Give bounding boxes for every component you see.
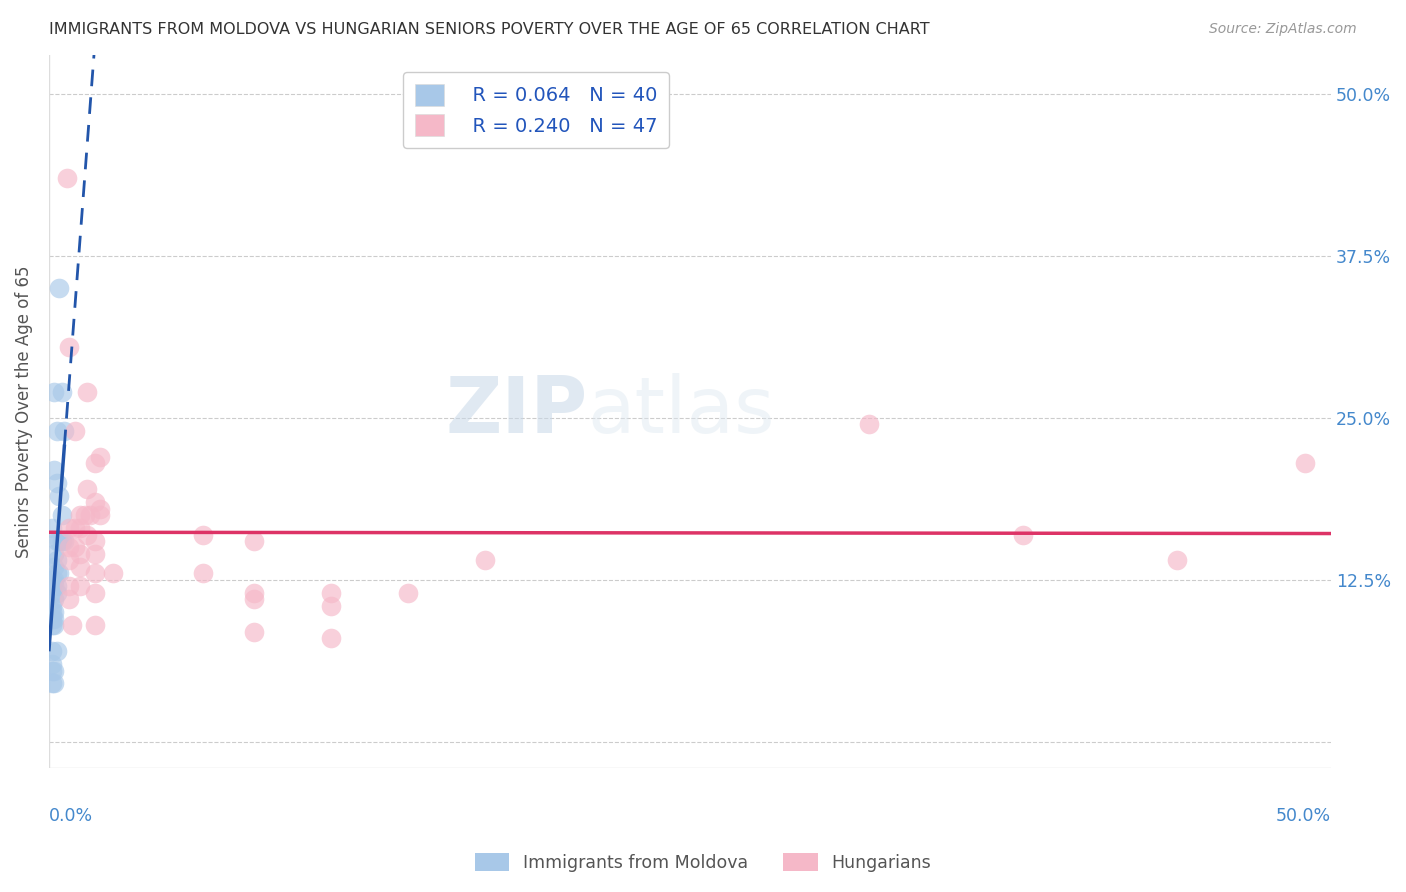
Point — [42, 618, 65, 632]
Point — [319, 586, 342, 600]
Point — [48, 281, 70, 295]
Point — [45, 475, 67, 490]
Point — [42, 612, 65, 626]
Point — [69, 547, 91, 561]
Point — [243, 592, 266, 607]
Point — [63, 521, 86, 535]
Point — [89, 450, 111, 464]
Point — [42, 573, 65, 587]
Point — [73, 508, 96, 522]
Point — [41, 521, 63, 535]
Point — [53, 533, 76, 548]
Point — [69, 560, 91, 574]
Point — [41, 605, 63, 619]
Point — [89, 508, 111, 522]
Point — [41, 573, 63, 587]
Point — [42, 547, 65, 561]
Point — [45, 566, 67, 581]
Point — [191, 527, 214, 541]
Point — [51, 384, 73, 399]
Point — [45, 424, 67, 438]
Point — [45, 644, 67, 658]
Text: 50.0%: 50.0% — [1275, 807, 1331, 825]
Point — [84, 495, 107, 509]
Point — [1166, 553, 1188, 567]
Point — [58, 592, 80, 607]
Point — [45, 553, 67, 567]
Point — [319, 599, 342, 613]
Point — [76, 482, 98, 496]
Point — [69, 521, 91, 535]
Point — [48, 566, 70, 581]
Point — [474, 553, 496, 567]
Point — [42, 384, 65, 399]
Point — [1294, 456, 1316, 470]
Point — [79, 508, 101, 522]
Point — [191, 566, 214, 581]
Point — [42, 579, 65, 593]
Text: ZIP: ZIP — [446, 374, 588, 450]
Legend:   R = 0.064   N = 40,   R = 0.240   N = 47: R = 0.064 N = 40, R = 0.240 N = 47 — [404, 72, 669, 148]
Point — [58, 541, 80, 555]
Point — [84, 618, 107, 632]
Point — [84, 586, 107, 600]
Point — [45, 586, 67, 600]
Point — [41, 618, 63, 632]
Point — [84, 456, 107, 470]
Point — [41, 586, 63, 600]
Point — [51, 533, 73, 548]
Point — [84, 533, 107, 548]
Point — [51, 508, 73, 522]
Point — [41, 599, 63, 613]
Point — [243, 533, 266, 548]
Point — [58, 521, 80, 535]
Point — [84, 566, 107, 581]
Text: Source: ZipAtlas.com: Source: ZipAtlas.com — [1209, 22, 1357, 37]
Point — [76, 384, 98, 399]
Text: 0.0%: 0.0% — [49, 807, 93, 825]
Point — [48, 533, 70, 548]
Point — [69, 579, 91, 593]
Text: IMMIGRANTS FROM MOLDOVA VS HUNGARIAN SENIORS POVERTY OVER THE AGE OF 65 CORRELAT: IMMIGRANTS FROM MOLDOVA VS HUNGARIAN SEN… — [49, 22, 929, 37]
Point — [89, 501, 111, 516]
Point — [396, 586, 419, 600]
Point — [42, 664, 65, 678]
Point — [42, 560, 65, 574]
Point — [56, 171, 79, 186]
Point — [84, 547, 107, 561]
Y-axis label: Seniors Poverty Over the Age of 65: Seniors Poverty Over the Age of 65 — [15, 265, 32, 558]
Point — [42, 676, 65, 690]
Point — [41, 612, 63, 626]
Point — [48, 489, 70, 503]
Point — [60, 618, 83, 632]
Point — [76, 527, 98, 541]
Point — [101, 566, 124, 581]
Point — [63, 424, 86, 438]
Point — [53, 424, 76, 438]
Point — [1012, 527, 1035, 541]
Point — [243, 624, 266, 639]
Point — [45, 533, 67, 548]
Point — [58, 579, 80, 593]
Point — [63, 541, 86, 555]
Point — [45, 579, 67, 593]
Point — [42, 463, 65, 477]
Point — [41, 664, 63, 678]
Point — [41, 644, 63, 658]
Point — [41, 657, 63, 671]
Point — [243, 586, 266, 600]
Point — [42, 592, 65, 607]
Point — [41, 676, 63, 690]
Legend: Immigrants from Moldova, Hungarians: Immigrants from Moldova, Hungarians — [468, 847, 938, 879]
Point — [319, 631, 342, 645]
Point — [69, 508, 91, 522]
Text: atlas: atlas — [588, 374, 775, 450]
Point — [58, 553, 80, 567]
Point — [58, 340, 80, 354]
Point — [858, 417, 880, 432]
Point — [42, 605, 65, 619]
